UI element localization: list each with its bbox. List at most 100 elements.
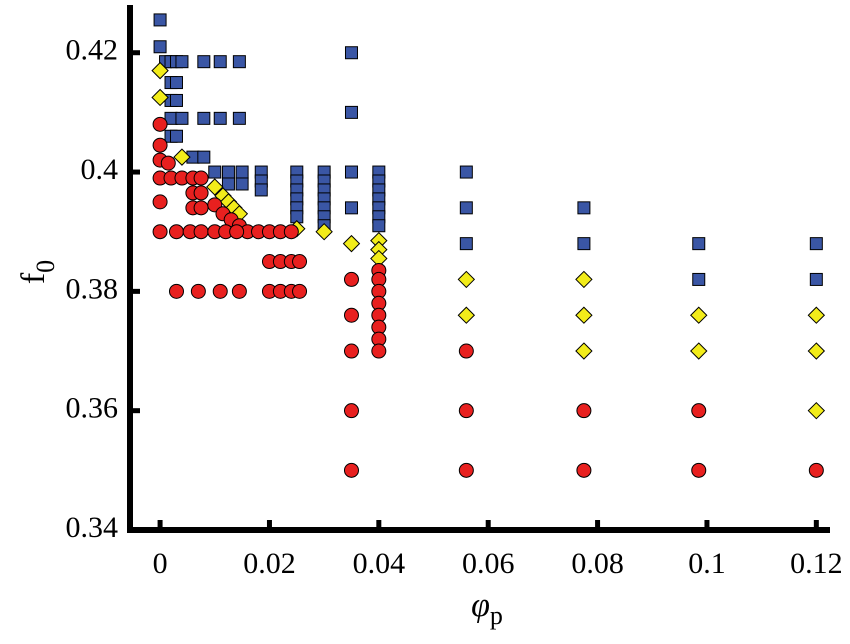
circle-marker [576,403,592,419]
y-axis-label: f0 [15,260,60,284]
circle-marker [168,283,184,299]
circle-marker [231,283,247,299]
diamond-marker [575,306,593,324]
square-marker [459,201,473,215]
diamond-marker [690,342,708,360]
diamond-marker [807,306,826,324]
x-tick-label: 0.1 [688,547,726,580]
y-label-main: f [15,272,52,284]
x-tick-label: 0.02 [243,547,296,580]
x-tick-label: 0 [153,547,168,580]
diamond-marker [690,306,708,324]
circle-marker [190,283,206,299]
square-marker [197,111,211,125]
square-marker [232,55,246,69]
x-tick-label: 0.08 [571,547,624,580]
circle-marker [691,462,707,478]
square-marker [169,129,183,143]
circle-marker [458,343,474,359]
square-marker [344,165,358,179]
y-tick-label: 0.34 [66,511,119,544]
diamond-marker [151,61,169,80]
square-marker [235,177,249,191]
square-marker [577,237,591,251]
x-label-main: φ [471,587,490,624]
square-marker [235,165,249,179]
circle-marker [193,185,209,201]
square-marker [213,111,227,125]
square-marker [169,76,183,90]
circle-marker [283,224,299,240]
x-label-sub: p [490,601,503,630]
diamond-marker [151,88,169,107]
diamond-marker [457,270,476,289]
x-tick-label: 0.12 [790,547,843,580]
diamond-marker [457,306,476,324]
circle-marker [343,307,359,323]
circle-marker [152,194,168,210]
y-tick-label: 0.36 [66,392,119,425]
square-marker [809,272,823,286]
square-marker [344,46,358,60]
square-marker [232,111,246,125]
square-marker [809,237,823,251]
square-marker [153,13,167,27]
circle-marker [576,462,592,478]
square-marker [692,272,706,286]
circle-marker [168,224,184,240]
circle-marker [152,224,168,240]
x-axis-label: φp [471,587,503,630]
square-marker [344,201,358,215]
square-marker [197,55,211,69]
circle-marker [458,462,474,478]
circle-marker [292,283,308,299]
circle-marker [229,224,245,240]
circle-marker [343,403,359,419]
circle-marker [193,224,209,240]
circle-marker [292,254,308,270]
square-marker [692,237,706,251]
x-tick-label: 0.04 [353,547,406,580]
circle-marker [160,155,176,171]
axis-labels: φp f0 [15,260,503,630]
square-marker [577,201,591,215]
y-tick-label: 0.42 [66,34,119,67]
diamond-marker [575,270,593,289]
diamond-marker [807,401,826,420]
circle-marker [458,403,474,419]
square-marker [169,93,183,107]
y-tick-label: 0.4 [81,153,119,186]
circle-marker [212,283,228,299]
x-tick-label: 0.06 [462,547,515,580]
diamond-marker [807,342,826,360]
y-tick-label: 0.38 [66,272,119,305]
square-marker [175,55,189,69]
square-marker [459,165,473,179]
diamond-marker [342,234,361,253]
circle-marker [343,343,359,359]
square-marker [459,237,473,251]
square-marker [153,40,167,54]
circle-marker [371,343,387,359]
circle-marker [343,271,359,287]
square-marker [254,183,268,197]
diamond-marker [173,148,191,166]
circle-marker [152,137,168,153]
axes [127,5,830,533]
square-marker [213,55,227,69]
square-marker [197,150,211,164]
square-marker [221,177,235,191]
square-marker [344,105,358,119]
circle-marker [343,462,359,478]
diamond-marker [206,178,224,196]
diamond-marker [575,342,593,360]
circle-marker [152,116,168,132]
square-marker [175,111,189,125]
diamond-marker [315,222,333,241]
circle-marker [691,403,707,419]
square-marker [372,219,386,233]
circle-marker [193,200,209,216]
circle-marker [808,462,824,478]
square-marker [221,165,235,179]
